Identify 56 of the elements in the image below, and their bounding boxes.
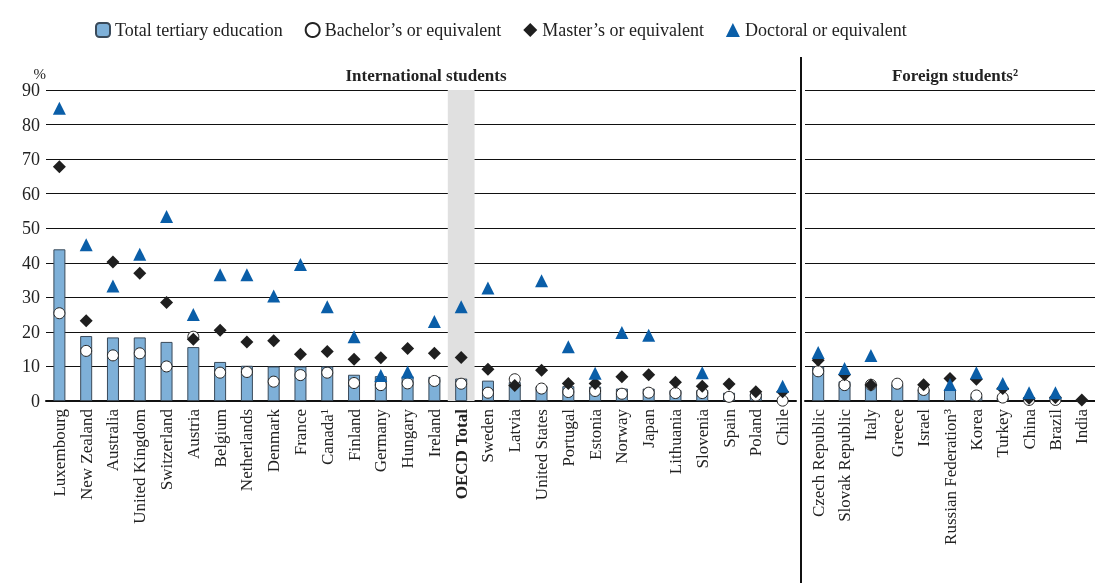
x-tick-label: Slovak Republic bbox=[835, 408, 855, 522]
legend-label: Doctoral or equivalent bbox=[744, 20, 907, 40]
x-tick-label: Estonia bbox=[585, 408, 605, 460]
x-tick-label: Sweden bbox=[478, 408, 498, 463]
legend-label: Master’s or equivalent bbox=[542, 20, 704, 40]
x-tick-label: Czech Republic bbox=[808, 408, 828, 518]
y-tick-label: 70 bbox=[22, 149, 40, 170]
x-tick-label: Poland bbox=[746, 408, 766, 457]
x-tick-label: China bbox=[1019, 408, 1039, 450]
chart-title: International students bbox=[345, 66, 507, 85]
x-tick-label: New Zealand bbox=[76, 408, 96, 501]
x-tick-label: Finland bbox=[344, 408, 364, 461]
x-tick-label: France bbox=[290, 409, 310, 456]
x-tick-label: Turkey bbox=[993, 408, 1013, 458]
x-tick-label: Australia bbox=[103, 408, 123, 472]
x-tick-label: Denmark bbox=[264, 408, 284, 473]
x-tick-label: Switzerland bbox=[157, 408, 177, 491]
x-tick-label: Hungary bbox=[398, 408, 418, 469]
x-tick-label: Spain bbox=[719, 408, 739, 448]
x-tick-label: Ireland bbox=[424, 408, 444, 458]
x-tick-label: Italy bbox=[861, 408, 881, 441]
y-tick-label: 50 bbox=[22, 218, 40, 239]
x-tick-label: Portugal bbox=[558, 408, 578, 467]
y-axis-title: % bbox=[33, 65, 46, 82]
y-tick-label: 30 bbox=[22, 287, 40, 308]
x-tick-label: OECD Total bbox=[451, 408, 471, 500]
x-tick-label: Luxembourg bbox=[49, 408, 69, 497]
y-tick-label: 80 bbox=[22, 114, 40, 135]
y-tick-label: 20 bbox=[22, 321, 40, 342]
x-tick-label: Chile bbox=[773, 409, 793, 446]
x-tick-label: Slovenia bbox=[692, 408, 712, 469]
y-tick-label: 40 bbox=[22, 252, 40, 273]
x-tick-label: Belgium bbox=[210, 409, 230, 468]
x-tick-label: Greece bbox=[887, 409, 907, 458]
y-tick-label: 60 bbox=[22, 183, 40, 204]
x-tick-label: Israel bbox=[914, 408, 934, 447]
legend-label: Bachelor’s or equivalent bbox=[324, 20, 502, 40]
y-tick-label: 0 bbox=[31, 391, 40, 411]
x-tick-label: Brazil bbox=[1045, 408, 1065, 451]
x-tick-label: Russian Federation³ bbox=[940, 409, 960, 545]
x-tick-label: India bbox=[1072, 408, 1092, 444]
x-tick-label: Lithuania bbox=[665, 408, 685, 475]
x-tick-label: Norway bbox=[612, 408, 632, 464]
y-tick-label: 10 bbox=[22, 356, 40, 377]
x-tick-label: United States bbox=[532, 409, 552, 501]
y-tick-label: 90 bbox=[22, 80, 40, 100]
x-tick-label: Germany bbox=[371, 408, 391, 473]
x-tick-label: Canada¹ bbox=[317, 409, 337, 466]
x-tick-label: Netherlands bbox=[237, 409, 257, 492]
x-tick-label: Japan bbox=[639, 408, 659, 448]
x-tick-label: Korea bbox=[966, 408, 986, 451]
chart-title: Foreign students² bbox=[891, 66, 1019, 85]
x-tick-label: Latvia bbox=[505, 408, 525, 453]
x-tick-label: Austria bbox=[183, 408, 203, 460]
x-tick-label: United Kingdom bbox=[130, 409, 150, 524]
legend-label: Total tertiary education bbox=[115, 20, 283, 40]
